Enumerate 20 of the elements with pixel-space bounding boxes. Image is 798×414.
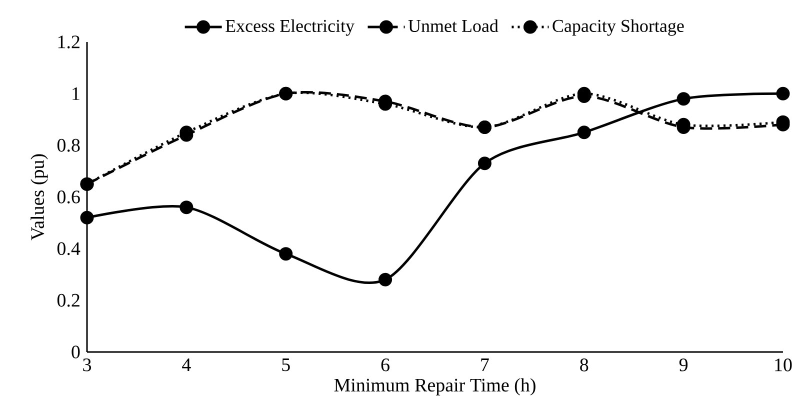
y-tick-label: 0 bbox=[72, 346, 80, 358]
y-tick-label: 0.4 bbox=[57, 242, 80, 256]
x-tick-label: 7 bbox=[481, 358, 489, 371]
y-tick-label: 1 bbox=[72, 87, 80, 100]
x-tick-label: 9 bbox=[679, 358, 688, 372]
legend-label: Unmet Load bbox=[408, 19, 498, 32]
y-tick-label: 0.6 bbox=[57, 190, 80, 204]
legend-label: Excess Electricity bbox=[226, 19, 354, 36]
y-axis-title: Values (pu) bbox=[30, 154, 48, 240]
y-tick-label: 0.2 bbox=[57, 294, 80, 307]
x-tick-label: 4 bbox=[182, 358, 191, 372]
x-tick-label: 3 bbox=[83, 358, 92, 372]
x-axis-title: Minimum Repair Time (h) bbox=[334, 378, 536, 396]
x-tick-label: 6 bbox=[381, 358, 390, 372]
legend-label: Capacity Shortage bbox=[552, 19, 684, 36]
x-tick-label: 8 bbox=[580, 358, 588, 372]
x-tick-label: 10 bbox=[775, 358, 792, 372]
x-tick-label: 5 bbox=[282, 358, 290, 372]
y-tick-label: 0.8 bbox=[57, 138, 80, 152]
y-tick-label: 1.2 bbox=[58, 36, 80, 48]
